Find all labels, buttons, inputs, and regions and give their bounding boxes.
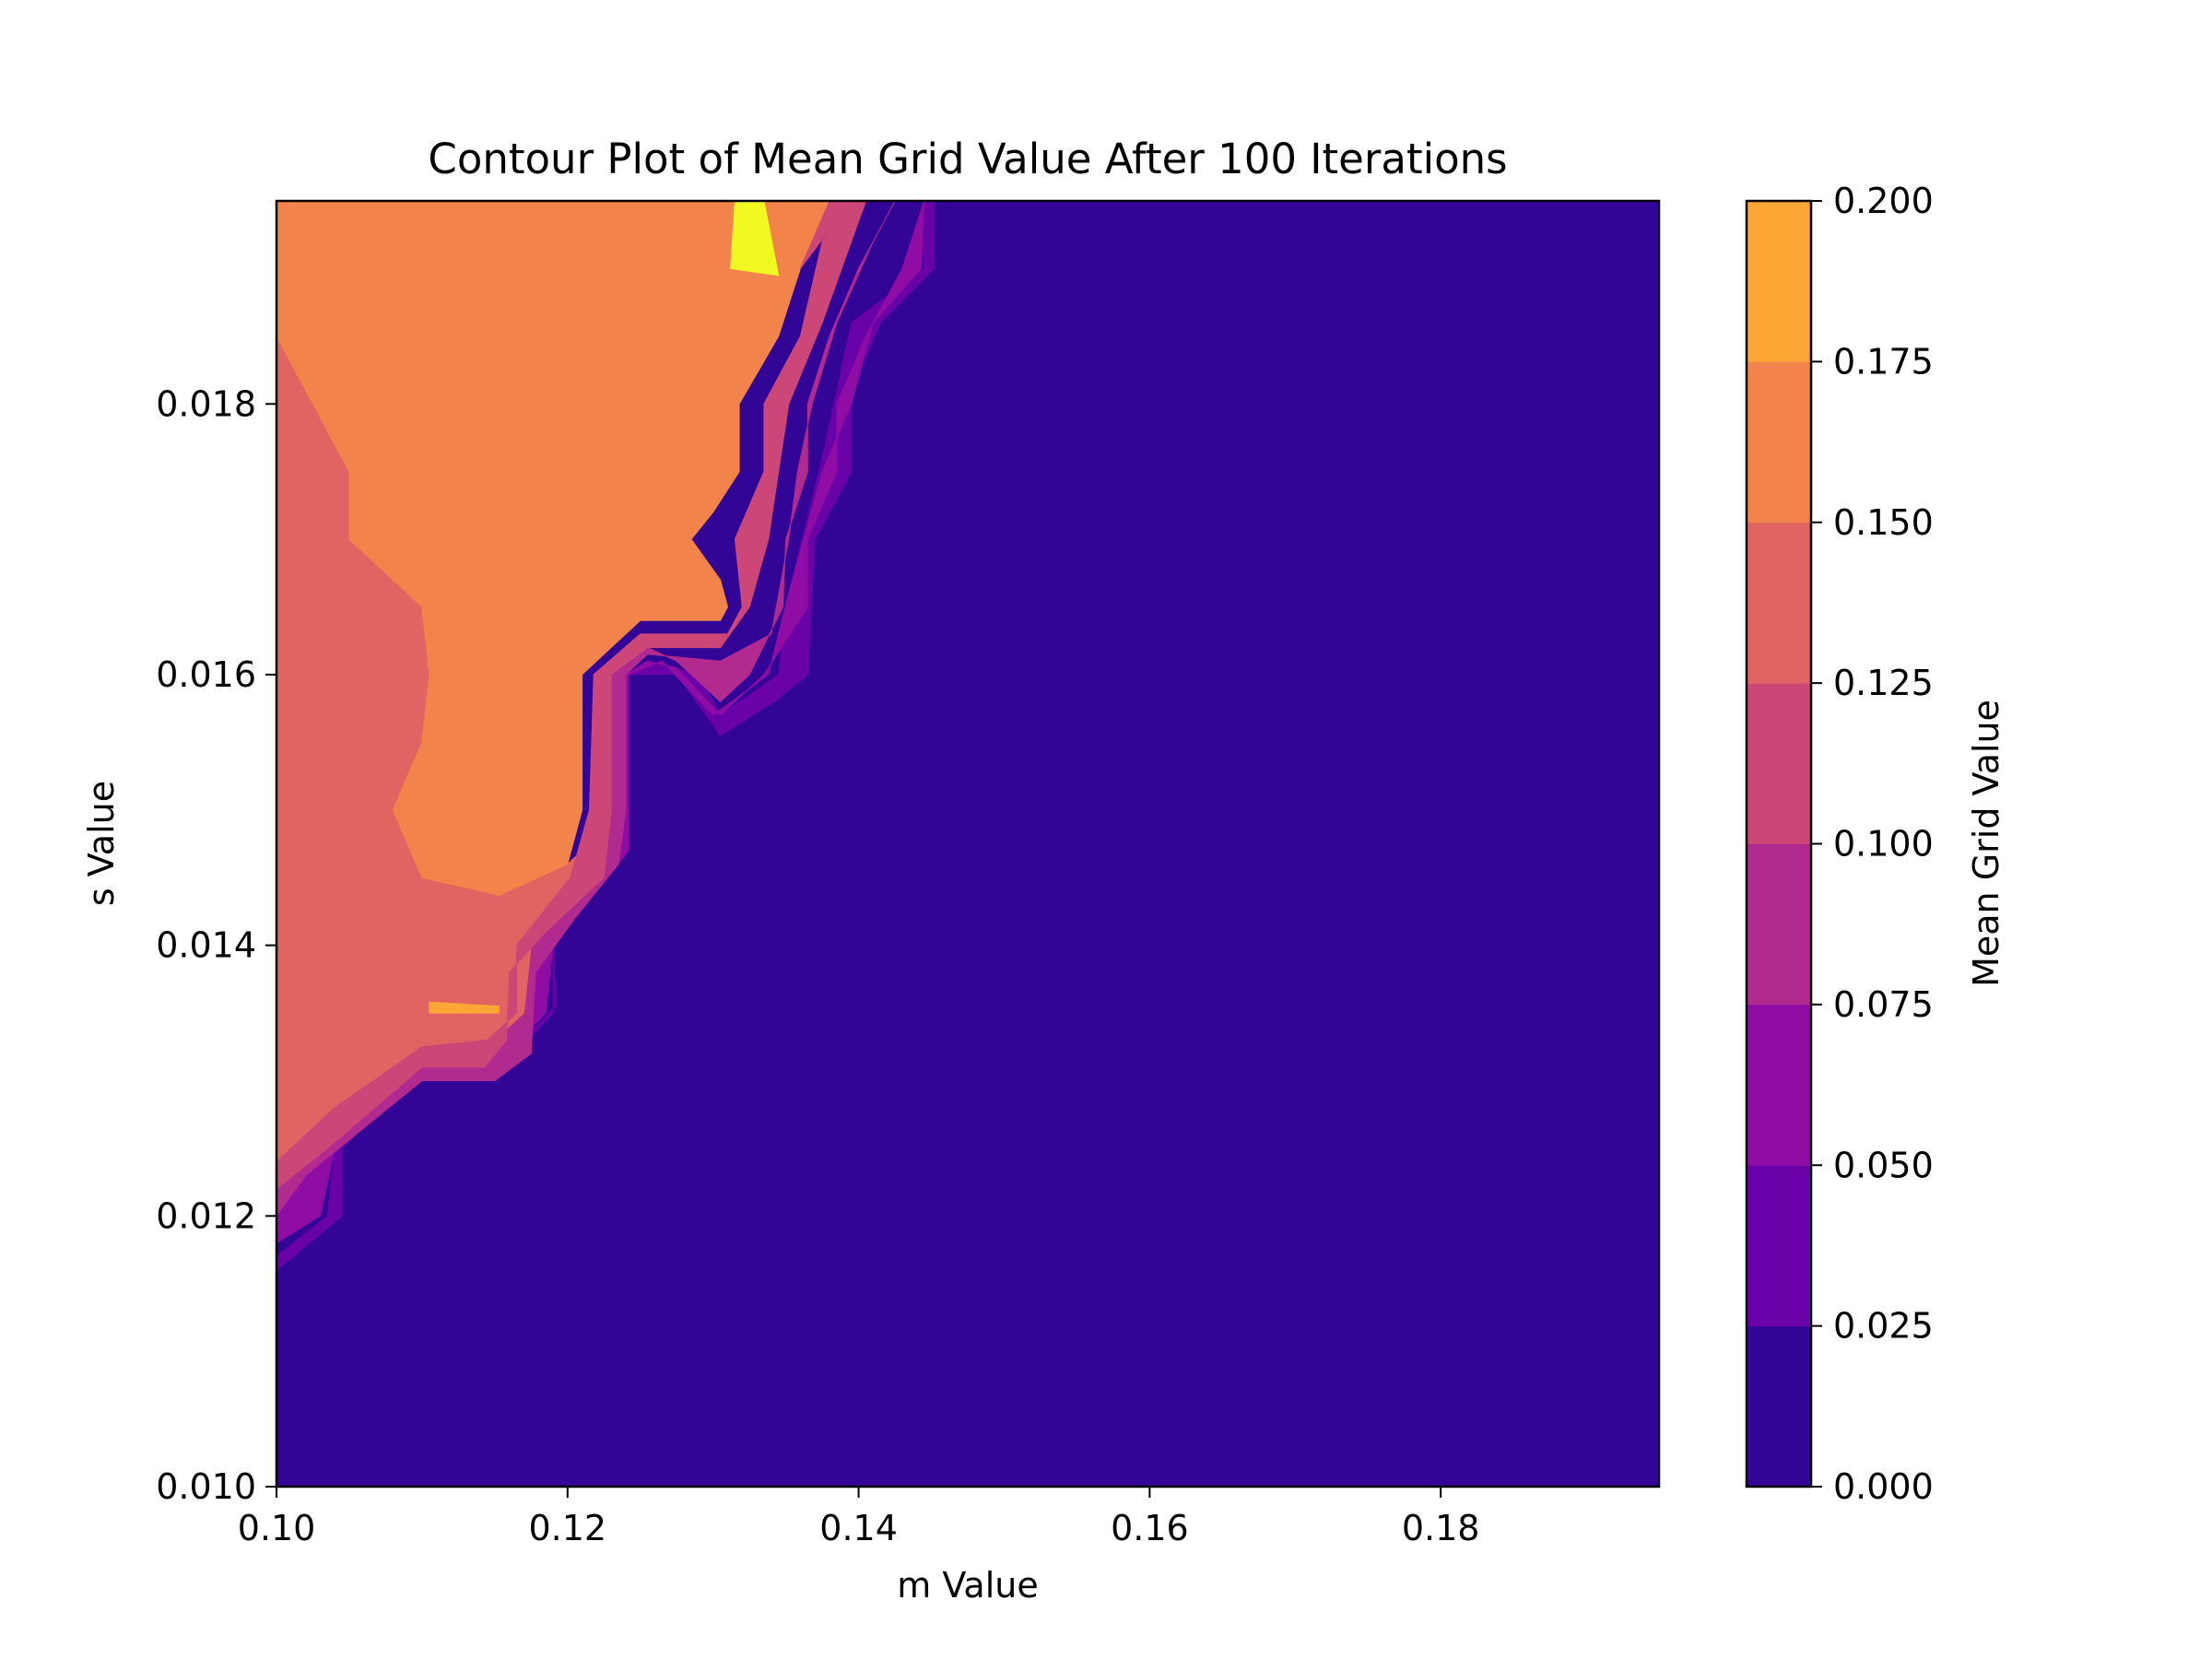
colorbar-tick-label: 0.050 xyxy=(1833,1145,1934,1185)
colorbar-tick-label: 0.075 xyxy=(1833,984,1934,1025)
colorbar-tick-label: 0.175 xyxy=(1833,341,1934,382)
y-tick-label: 0.012 xyxy=(156,1195,256,1236)
y-axis-label: s Value xyxy=(81,781,122,906)
y-tick-label: 0.014 xyxy=(156,925,256,966)
colorbar-tick-label: 0.025 xyxy=(1833,1306,1934,1347)
x-tick-label: 0.14 xyxy=(819,1508,898,1548)
colorbar-tick-label: 0.200 xyxy=(1833,181,1934,221)
colorbar-label: Mean Grid Value xyxy=(1966,700,2006,987)
plot-area xyxy=(275,199,1661,1488)
colorbar-band xyxy=(1747,201,1811,362)
colorbar-band xyxy=(1747,683,1811,844)
y-tick-label: 0.018 xyxy=(156,383,256,424)
x-tick-label: 0.18 xyxy=(1402,1508,1480,1548)
colorbar-axis: 0.000 0.025 0.050 0.075 0.100 0.125 0.150 0.175… xyxy=(1811,181,1934,1507)
colorbar-band xyxy=(1747,843,1811,1006)
chart-title: Contour Plot of Mean Grid Value After 10… xyxy=(428,135,1507,183)
colorbar-tick-label: 0.125 xyxy=(1833,663,1934,703)
x-tick-label: 0.12 xyxy=(528,1508,606,1548)
colorbar-tick-label: 0.000 xyxy=(1833,1466,1934,1507)
x-axis-label: m Value xyxy=(897,1565,1038,1606)
colorbar-tick-label: 0.100 xyxy=(1833,824,1934,865)
x-tick-label: 0.10 xyxy=(238,1508,316,1548)
colorbar-band xyxy=(1747,1004,1811,1166)
colorbar xyxy=(1745,199,1813,1488)
y-tick-label: 0.016 xyxy=(156,654,256,695)
plot-frame xyxy=(275,199,1661,1488)
colorbar-band xyxy=(1747,1165,1811,1327)
colorbar-tick-label: 0.150 xyxy=(1833,502,1934,543)
x-axis: 0.10 0.12 0.14 0.16 0.18 xyxy=(238,1487,1480,1548)
colorbar-band xyxy=(1747,522,1811,684)
colorbar-band xyxy=(1747,1325,1811,1488)
contour-region-level-6 xyxy=(276,200,830,896)
y-tick-label: 0.010 xyxy=(156,1466,256,1507)
colorbar-band xyxy=(1747,361,1811,524)
contour-region-level-7 xyxy=(429,1001,500,1014)
y-axis: 0.010 0.012 0.014 0.016 0.018 xyxy=(156,383,276,1507)
x-tick-label: 0.16 xyxy=(1111,1508,1189,1548)
